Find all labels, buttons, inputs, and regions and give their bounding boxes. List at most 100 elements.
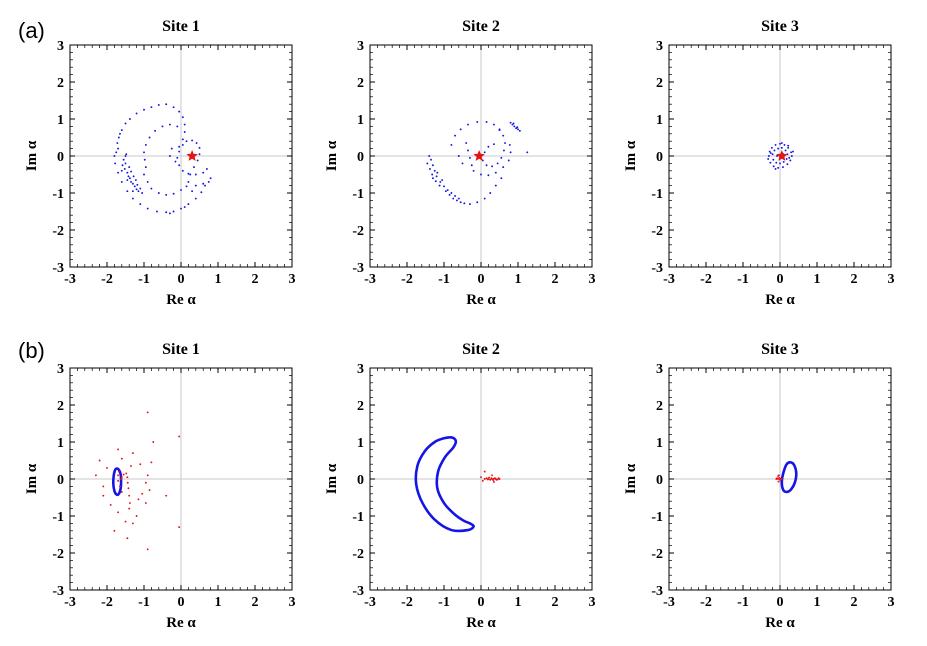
chart-title: Site 1 [162, 18, 200, 35]
data-point [767, 158, 770, 160]
data-point [204, 184, 206, 187]
series-curve [780, 461, 798, 494]
data-point [128, 502, 131, 504]
data-point [168, 212, 171, 215]
data-point [435, 175, 438, 178]
data-point [183, 206, 186, 209]
data-point [120, 180, 123, 183]
data-point [106, 466, 108, 469]
data-point [128, 118, 131, 120]
data-point [436, 171, 439, 174]
y-tick-label: 1 [656, 436, 663, 451]
data-point [459, 128, 462, 131]
data-point [489, 478, 492, 481]
data-point [444, 190, 447, 193]
data-point [470, 164, 473, 167]
x-tick-label: 3 [888, 595, 895, 610]
y-tick-label: 0 [656, 473, 663, 488]
data-point [143, 158, 146, 161]
data-point [131, 190, 134, 193]
data-point [452, 197, 455, 200]
data-point [130, 465, 132, 467]
data-point [786, 163, 789, 166]
data-point [187, 172, 190, 175]
data-point [457, 197, 460, 200]
x-tick-label: 1 [515, 272, 522, 287]
data-point [123, 168, 126, 170]
data-point [494, 477, 497, 480]
data-point [428, 168, 431, 170]
data-point [194, 173, 197, 176]
series-blue-loop [780, 461, 798, 494]
data-point [139, 203, 142, 206]
data-point [128, 166, 131, 169]
data-point [778, 476, 781, 479]
data-point [487, 174, 490, 177]
data-point [439, 180, 442, 183]
y-tick-label: -2 [52, 547, 64, 562]
data-point [157, 192, 160, 194]
y-axis-label: Im α [623, 140, 639, 171]
data-point [143, 173, 145, 176]
y-tick-label: 0 [656, 150, 663, 165]
data-point [172, 192, 175, 195]
data-point [94, 474, 97, 477]
y-tick-label: -3 [651, 584, 663, 599]
data-point [187, 180, 190, 183]
y-tick-label: 2 [357, 399, 364, 414]
x-tick-label: 3 [589, 595, 596, 610]
x-tick-label: 2 [252, 272, 259, 287]
x-tick-label: 0 [777, 595, 784, 610]
data-point [454, 134, 457, 137]
data-point [493, 143, 495, 146]
data-point [512, 122, 515, 125]
data-point [191, 190, 194, 193]
x-axis-label: Re α [166, 292, 196, 308]
data-point [165, 494, 168, 497]
data-point [150, 461, 153, 464]
data-point [459, 201, 462, 204]
x-tick-label: -3 [64, 272, 76, 287]
data-point [500, 177, 503, 180]
y-tick-label: 0 [357, 150, 364, 165]
data-point [202, 171, 205, 174]
data-point [509, 121, 512, 124]
y-tick-label: 3 [357, 362, 364, 377]
data-point [489, 192, 492, 194]
y-tick-label: -2 [352, 224, 364, 239]
data-point [181, 116, 184, 119]
series-curve [414, 436, 475, 533]
data-point [194, 184, 197, 187]
data-point [526, 151, 529, 154]
x-axis-label: Re α [466, 292, 496, 308]
y-tick-label: -3 [352, 261, 364, 276]
data-point [172, 106, 175, 109]
data-point [143, 151, 145, 154]
data-point [117, 136, 120, 139]
x-tick-label: 2 [851, 595, 858, 610]
series-red [776, 150, 788, 161]
data-point [198, 146, 201, 149]
data-point [774, 168, 777, 170]
data-point [98, 459, 101, 462]
data-point [131, 197, 134, 200]
data-point [102, 485, 105, 488]
data-point [168, 155, 171, 157]
data-point [116, 142, 119, 144]
data-point [492, 479, 495, 482]
data-point [174, 160, 177, 163]
data-point [144, 143, 147, 146]
data-point [483, 470, 486, 473]
series-red [775, 474, 783, 483]
data-point [504, 142, 506, 144]
data-point [198, 153, 201, 156]
y-tick-label: 3 [57, 39, 64, 54]
data-point [207, 180, 210, 183]
data-point [769, 161, 772, 164]
data-point [787, 144, 790, 147]
data-point [176, 125, 179, 128]
chart-panel-5: Site 2 -3 -2 -1 0 1 2 3 -3 -2 -1 0 1 2 3 Re α Im α [324, 341, 596, 631]
data-point [428, 155, 431, 157]
data-point [768, 150, 771, 153]
data-point [168, 123, 171, 126]
